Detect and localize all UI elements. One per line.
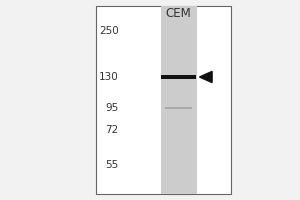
Bar [165,107,192,109]
Text: 250: 250 [99,26,118,36]
Text: 130: 130 [99,72,118,82]
Text: 55: 55 [105,160,119,170]
Bar [160,6,196,194]
Text: 95: 95 [105,103,119,113]
Polygon shape [200,71,212,83]
Text: CEM: CEM [166,7,191,20]
Text: 72: 72 [105,125,119,135]
Bar [161,75,196,79]
Bar [96,6,231,194]
